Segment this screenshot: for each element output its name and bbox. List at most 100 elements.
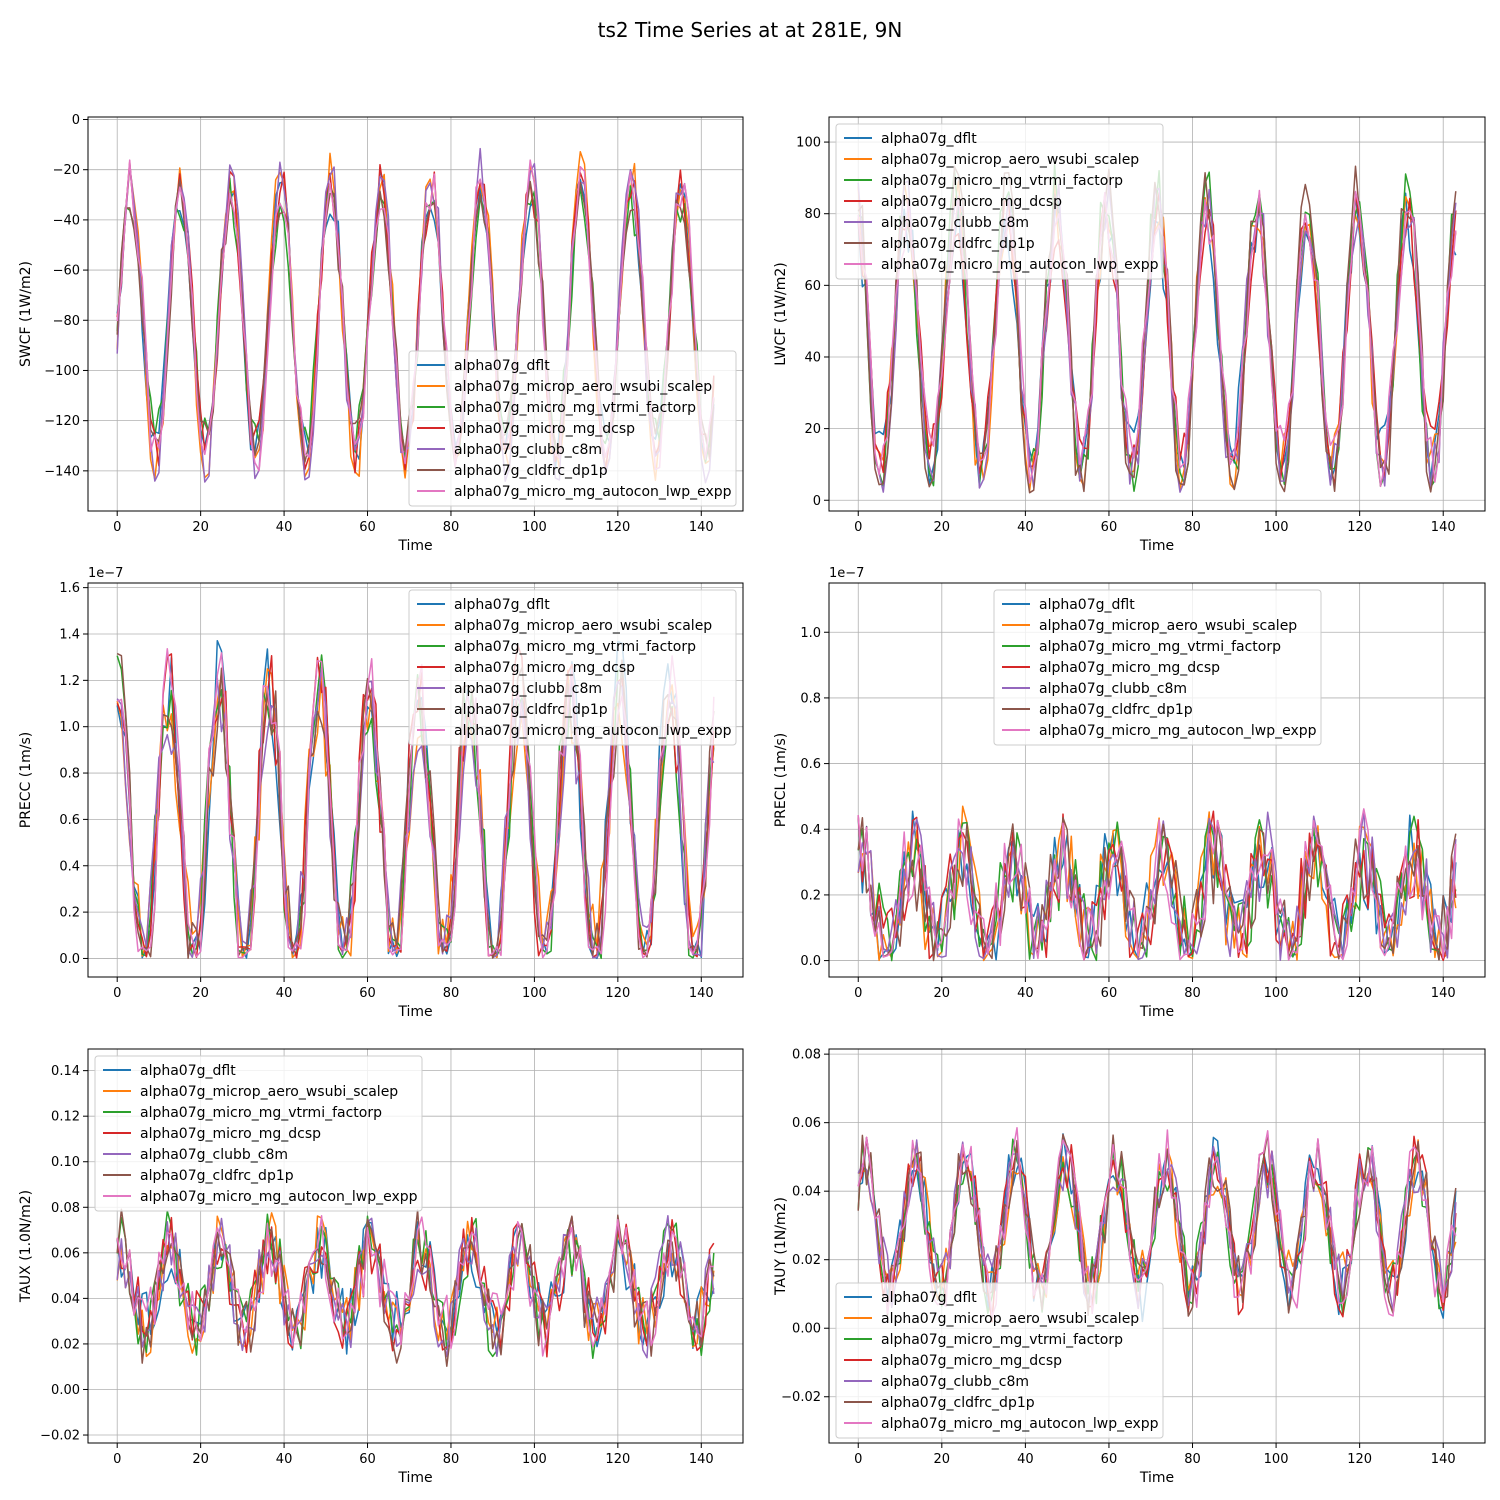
x-tick-label: 20 [934,520,951,535]
y-tick-label: −20 [53,163,80,178]
y-tick-label: 0.06 [51,1246,80,1261]
y-tick-label: 0.6 [59,813,80,828]
legend: alpha07g_dflt alpha07g_microp_aero_wsubi_… [408,589,737,746]
legend-entry: alpha07g_dflt [1039,597,1135,613]
x-tick-label: 140 [689,1452,714,1467]
subplot-lwcf: 0 20 40 60 80 100 120 140 0 20 40 60 80 100 Time LWCF (… [773,116,1486,554]
x-tick-label: 100 [522,1452,547,1467]
legend-entry: alpha07g_micro_mg_vtrmi_factorp [881,173,1123,189]
legend-entry: alpha07g_micro_mg_autocon_lwp_expp [1039,723,1317,739]
x-tick-label: 0 [854,1452,862,1467]
legend-entry: alpha07g_cldfrc_dp1p [454,463,608,479]
x-tick-label: 120 [1347,986,1372,1001]
y-axis-label: TAUX (1.0N/m2) [18,1190,34,1303]
legend: alpha07g_dflt alpha07g_microp_aero_wsubi_… [835,123,1164,280]
x-tick-label: 140 [689,520,714,535]
x-tick-label: 60 [1101,986,1118,1001]
x-tick-label: 0 [854,520,862,535]
y-axis-label: PRECC (1m/s) [18,732,34,829]
x-tick-label: 40 [1017,986,1034,1001]
y-tick-label: 100 [796,136,821,151]
y-tick-label: 0.6 [800,757,821,772]
y-tick-label: 0.02 [51,1337,80,1352]
x-tick-label: 140 [1431,1452,1456,1467]
legend-entry: alpha07g_micro_mg_dcsp [881,194,1062,210]
y-tick-label: 0.02 [792,1253,821,1268]
y-tick-label: 1.6 [59,581,80,596]
legend-entry: alpha07g_microp_aero_wsubi_scalep [881,1311,1139,1327]
legend-entry: alpha07g_micro_mg_dcsp [454,660,635,676]
x-tick-label: 40 [276,520,293,535]
y-axis-label: SWCF (1W/m2) [18,261,34,367]
legend-box [408,350,737,507]
y-tick-label: 0.4 [59,859,80,874]
subplot-taux: 0 20 40 60 80 100 120 140 −0.02 0.00 0.02 0.04 0.06 0… [18,1048,744,1486]
y-tick-label: 0.06 [792,1116,821,1131]
legend-entry: alpha07g_micro_mg_dcsp [1039,660,1220,676]
x-tick-label: 80 [1184,1452,1201,1467]
series-line-alpha07g_cldfrc_dp1p [116,1208,715,1367]
legend-entry: alpha07g_cldfrc_dp1p [140,1168,294,1184]
legend-box [993,589,1322,746]
x-tick-label: 60 [359,520,376,535]
legend-entry: alpha07g_micro_mg_autocon_lwp_expp [140,1189,418,1205]
axes-frame [87,116,744,512]
x-tick-label: 100 [1264,520,1289,535]
subplot-tauy: 0 20 40 60 80 100 120 140 −0.02 0.00 0.02 0.04 0.06 0… [773,1048,1486,1486]
legend-entry: alpha07g_cldfrc_dp1p [881,236,1035,252]
x-tick-label: 100 [522,986,547,1001]
legend-entry: alpha07g_microp_aero_wsubi_scalep [881,152,1139,168]
x-tick-label: 80 [443,986,460,1001]
x-tick-label: 80 [443,1452,460,1467]
x-tick-label: 0 [113,986,121,1001]
y-tick-label: 1.0 [59,720,80,735]
legend-entry: alpha07g_micro_mg_dcsp [140,1126,321,1142]
series-group [857,805,1457,962]
y-tick-label: 0.14 [51,1064,80,1079]
legend-entry: alpha07g_microp_aero_wsubi_scalep [1039,618,1297,634]
legend-entry: alpha07g_clubb_c8m [881,1374,1029,1390]
series-group [857,1126,1457,1323]
y-tick-label: 0.08 [51,1201,80,1216]
legend-entry: alpha07g_cldfrc_dp1p [454,702,608,718]
y-tick-label: 0 [813,494,821,509]
legend-entry: alpha07g_micro_mg_autocon_lwp_expp [454,484,732,500]
y-tick-label: 0.08 [792,1048,821,1063]
x-tick-label: 140 [1431,520,1456,535]
series-line-alpha07g_cldfrc_dp1p [857,817,1457,962]
y-tick-label: 0 [72,113,80,128]
x-tick-label: 80 [443,520,460,535]
y-tick-label: 0.04 [792,1185,821,1200]
legend-entry: alpha07g_cldfrc_dp1p [881,1395,1035,1411]
x-tick-label: 120 [605,986,630,1001]
legend-entry: alpha07g_clubb_c8m [454,442,602,458]
legend-entry: alpha07g_dflt [881,1290,977,1306]
x-axis-label: Time [1139,1470,1174,1486]
series-line-alpha07g_micro_mg_autocon_lwp_expp [116,1215,714,1357]
y-tick-label: −140 [44,464,80,479]
y-tick-label: 0.0 [800,954,821,969]
x-tick-label: 0 [854,986,862,1001]
axes-frame [87,1048,744,1444]
axis-offset-text: 1e−7 [88,566,123,581]
x-axis-label: Time [397,1470,432,1486]
legend-entry: alpha07g_micro_mg_vtrmi_factorp [454,639,696,655]
x-tick-label: 120 [1347,1452,1372,1467]
x-tick-label: 140 [689,986,714,1001]
y-tick-label: 0.10 [51,1155,80,1170]
legend-entry: alpha07g_micro_mg_dcsp [881,1353,1062,1369]
x-tick-label: 20 [192,520,209,535]
legend-entry: alpha07g_clubb_c8m [1039,681,1187,697]
y-tick-label: 0.0 [59,952,80,967]
series-line-alpha07g_cldfrc_dp1p [857,1132,1457,1317]
y-tick-label: 60 [804,279,821,294]
x-tick-label: 120 [605,520,630,535]
x-tick-label: 40 [276,986,293,1001]
legend-entry: alpha07g_dflt [454,597,550,613]
x-axis-label: Time [397,538,432,554]
axes-frame [87,582,744,978]
axes-frame [828,582,1486,978]
subplot-precl: 0 20 40 60 80 100 120 140 0.0 0.2 0.4 0.6 0.8 1.0 Time… [773,566,1486,1020]
x-axis-label: Time [1139,538,1174,554]
